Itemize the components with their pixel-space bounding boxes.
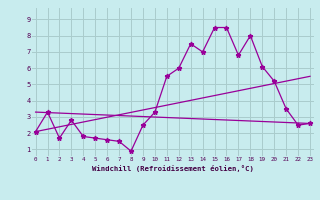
X-axis label: Windchill (Refroidissement éolien,°C): Windchill (Refroidissement éolien,°C) xyxy=(92,165,254,172)
